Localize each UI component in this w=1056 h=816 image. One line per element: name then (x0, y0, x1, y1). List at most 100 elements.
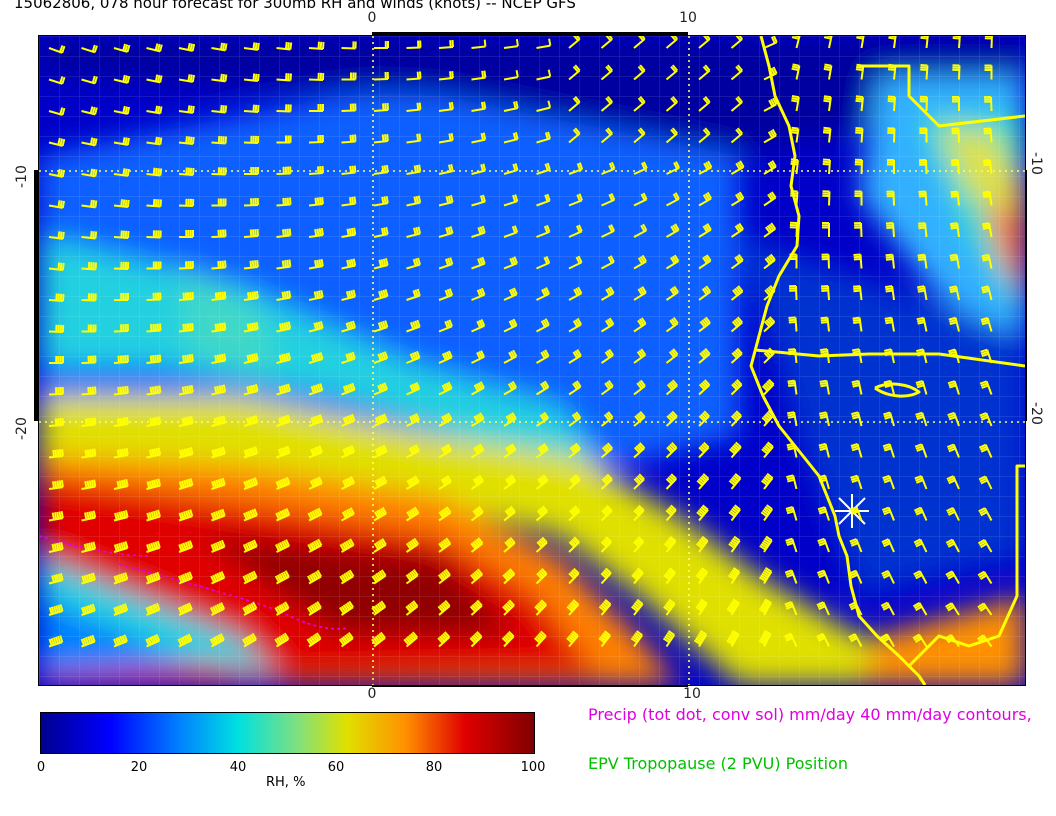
wind-barb (887, 63, 897, 80)
wind-barb (81, 137, 98, 147)
wind-barb (470, 412, 485, 427)
wind-barb (81, 386, 97, 396)
wind-barb (698, 191, 712, 207)
wind-barb (274, 601, 290, 616)
wind-barb (341, 444, 356, 459)
wind-barb (406, 257, 421, 270)
wind-barb (784, 569, 798, 584)
wind-barb (406, 133, 422, 144)
wind-barb (503, 132, 519, 144)
wind-barb (568, 193, 583, 207)
wind-barb (276, 352, 292, 364)
wind-barb (698, 36, 711, 49)
wind-barb (568, 224, 583, 238)
wind-barb (887, 127, 896, 143)
wind-barb (276, 445, 291, 459)
wind-barb (211, 198, 227, 207)
wind-barb (917, 222, 928, 238)
wind-barb (535, 443, 549, 459)
wind-barb (81, 230, 98, 240)
wind-barb (947, 380, 960, 395)
wind-barb (274, 632, 290, 648)
wind-barb (978, 507, 993, 521)
wind-barb (113, 105, 131, 115)
wind-barb (308, 259, 324, 270)
left-tick-minus20: -20 (14, 417, 30, 440)
wind-barb (763, 222, 777, 238)
wind-barb (471, 256, 486, 270)
wind-barb (536, 255, 551, 270)
wind-barb (211, 42, 228, 52)
wind-barb (146, 385, 162, 396)
wind-barb (341, 134, 357, 144)
top-tick-0: 0 (367, 10, 377, 26)
wind-barb (81, 199, 98, 209)
wind-barb (48, 511, 64, 522)
wind-barb (211, 415, 227, 427)
wind-barb (600, 64, 613, 81)
wind-barb (816, 633, 830, 647)
wind-barb (600, 505, 613, 522)
wind-barb (276, 414, 291, 427)
wind-barb (848, 633, 863, 647)
wind-barb (178, 478, 194, 490)
wind-barb (785, 537, 798, 553)
wind-barb (885, 253, 895, 269)
wind-barb (113, 416, 129, 427)
wind-barb (881, 570, 895, 584)
wind-barb (341, 72, 357, 81)
wind-barb (600, 127, 613, 144)
wind-barb (759, 535, 773, 553)
wind-barb (698, 254, 712, 270)
wind-barb (470, 537, 484, 553)
wind-barb (979, 412, 993, 427)
wind-barb (698, 64, 711, 81)
wind-barb (210, 602, 225, 616)
wind-barb (405, 569, 419, 585)
wind-barb (730, 127, 743, 144)
wind-barb (698, 95, 711, 112)
wind-barb (696, 473, 710, 490)
wind-barb (888, 36, 897, 49)
wind-barb (146, 509, 161, 522)
wind-barb (758, 630, 772, 647)
wind-barb (243, 290, 259, 301)
wind-barb (633, 161, 648, 175)
wind-barb (982, 190, 993, 206)
wind-barb (438, 226, 454, 238)
wind-barb (633, 504, 645, 522)
wind-barb (728, 535, 741, 553)
wind-barb (373, 413, 388, 427)
wind-barb (885, 222, 895, 238)
top-axis-bar (372, 32, 688, 37)
wind-barb (913, 506, 928, 521)
wind-barb (633, 379, 646, 396)
wind-barb (48, 386, 64, 396)
wind-barb (243, 322, 259, 333)
wind-barb (698, 379, 711, 396)
wind-barb (665, 285, 679, 301)
wind-barb (947, 411, 960, 427)
wind-barb (914, 475, 928, 490)
wind-barb (852, 316, 863, 332)
wind-barb (698, 347, 711, 364)
wind-barb (946, 507, 960, 521)
wind-barb (438, 133, 454, 144)
top-tick-10: 10 (679, 10, 697, 26)
wind-barb (568, 473, 581, 490)
wind-barb (730, 222, 744, 238)
wind-barb (308, 72, 325, 81)
wind-barb (341, 507, 355, 522)
wind-barb (601, 192, 616, 207)
wind-barb (730, 410, 742, 427)
wind-barb (535, 349, 550, 364)
wind-barb (884, 285, 895, 301)
wind-barb (662, 630, 676, 648)
wind-barb (568, 317, 582, 333)
wind-barb (823, 36, 833, 49)
wind-barb (373, 538, 387, 553)
wind-barb (763, 128, 777, 144)
wind-barb (536, 318, 550, 333)
wind-barb (568, 536, 580, 553)
wind-barb (81, 324, 97, 333)
